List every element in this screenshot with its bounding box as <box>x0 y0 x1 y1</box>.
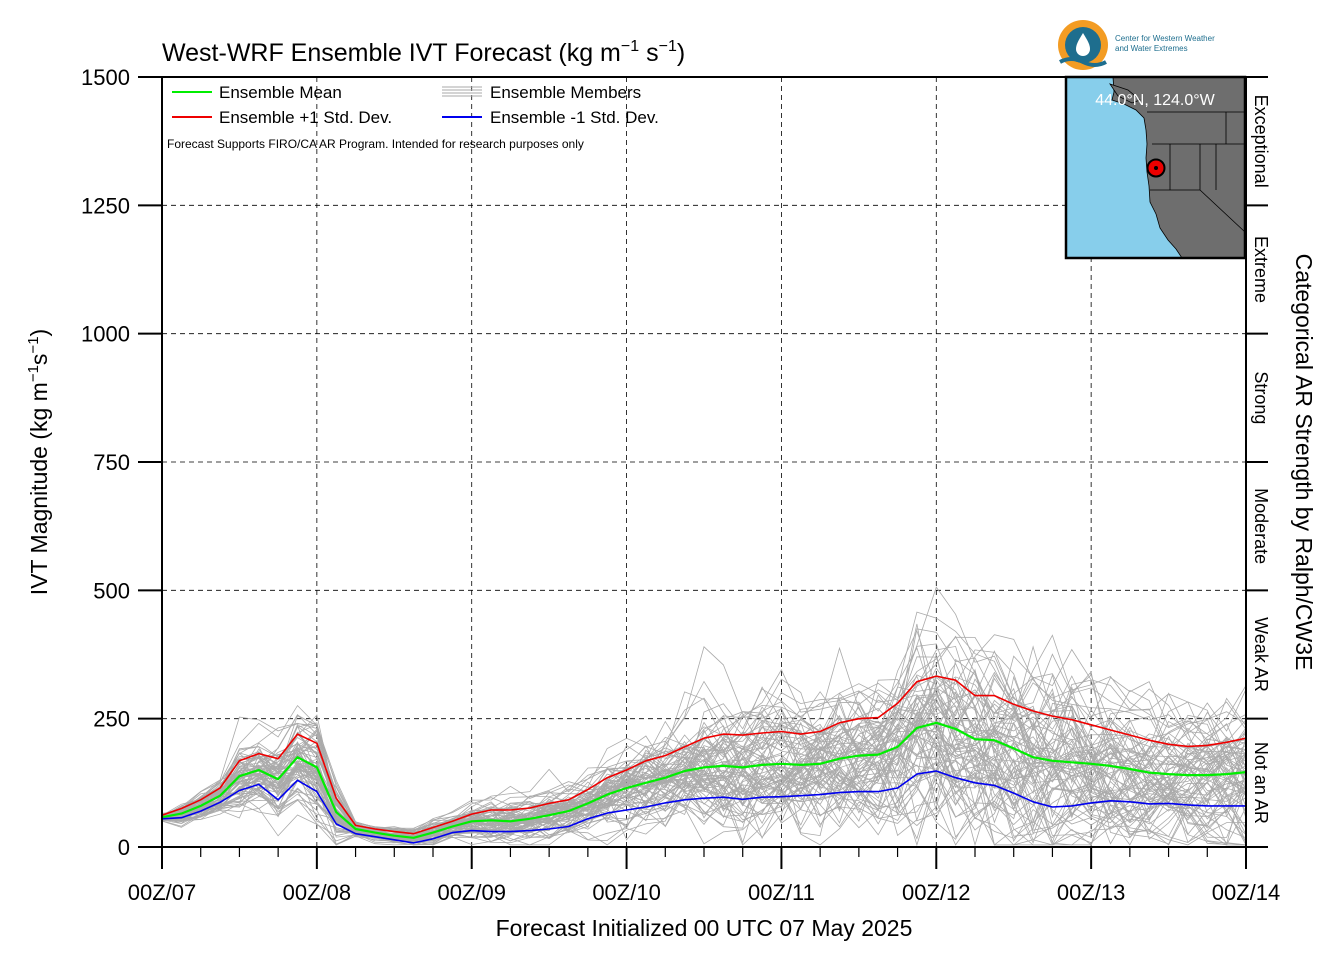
map-borders <box>1147 111 1245 233</box>
ensemble-member-line <box>162 636 1246 832</box>
ensemble-member-line <box>162 662 1246 838</box>
legend: Ensemble Mean Ensemble +1 Std. Dev. Ense… <box>167 83 659 151</box>
legend-minus-label: Ensemble -1 Std. Dev. <box>490 108 659 127</box>
ar-category-label: Strong <box>1251 371 1271 424</box>
x-axis-ticks: 00Z/07 00Z/08 00Z/09 00Z/10 00Z/11 00Z/12 00Z/… <box>128 847 1281 905</box>
x-tick-label: 00Z/08 <box>283 880 352 905</box>
legend-mean-label: Ensemble Mean <box>219 83 342 102</box>
ar-category-label: Not an AR <box>1251 742 1271 824</box>
ensemble-members <box>162 586 1246 847</box>
location-marker-center <box>1154 166 1158 170</box>
water-drop-icon <box>1076 33 1090 56</box>
ar-category-label: Exceptional <box>1251 95 1271 188</box>
ar-category-label: Weak AR <box>1251 617 1271 692</box>
plus-std-line <box>162 675 1246 835</box>
map-island <box>1109 83 1141 104</box>
minus-std-line <box>162 770 1246 844</box>
ensemble-member-line <box>162 643 1246 840</box>
ensemble-member-line <box>162 713 1246 843</box>
y-tick-label: 750 <box>93 450 130 475</box>
x-axis-label: Forecast Initialized 00 UTC 07 May 2025 <box>496 915 913 941</box>
ar-category-axis: Not an AR Weak AR Moderate Strong Extreme Exc… <box>1246 76 1271 848</box>
x-tick-label: 00Z/10 <box>592 880 661 905</box>
x-tick-label: 00Z/13 <box>1057 880 1126 905</box>
ensemble-member-line <box>162 674 1246 842</box>
ensemble-member-line <box>162 762 1246 847</box>
logo-text-line2: and Water Extremes <box>1115 44 1188 53</box>
y-tick-label: 1000 <box>81 322 130 347</box>
ensemble-member-line <box>162 694 1246 839</box>
ensemble-member-line <box>162 646 1246 844</box>
y-tick-label: 1250 <box>81 193 130 218</box>
x-tick-label: 00Z/14 <box>1212 880 1281 905</box>
map-land <box>1111 77 1245 258</box>
ensemble-member-line <box>162 628 1246 832</box>
ar-category-label: Extreme <box>1251 236 1271 303</box>
legend-members-swatch <box>442 86 482 97</box>
y-tick-label: 500 <box>93 578 130 603</box>
location-map-inset: 44.0°N, 124.0°W <box>1064 75 1247 260</box>
right-axis-label: Categorical AR Strength by Ralph/CW3E <box>1291 254 1317 671</box>
map-location-label: 44.0°N, 124.0°W <box>1095 92 1215 109</box>
x-tick-label: 00Z/12 <box>902 880 971 905</box>
research-note: Forecast Supports FIRO/CA AR Program. In… <box>167 137 584 151</box>
y-tick-label: 1500 <box>81 65 130 90</box>
ensemble-mean-line <box>162 721 1246 839</box>
legend-members-label: Ensemble Members <box>490 83 641 102</box>
y-tick-label: 250 <box>93 707 130 732</box>
y-axis-label: IVT Magnitude (kg m−1s−1) <box>25 329 52 595</box>
y-tick-label: 0 <box>118 835 130 860</box>
ar-category-label: Moderate <box>1251 488 1271 564</box>
ensemble-member-line <box>162 745 1246 846</box>
ensemble-member-line <box>162 724 1246 844</box>
chart-title: West-WRF Ensemble IVT Forecast (kg m−1 s… <box>162 38 685 67</box>
summary-series <box>162 675 1246 844</box>
cw3e-logo: Center for Western Weather and Water Ext… <box>1058 20 1215 70</box>
ensemble-member-line <box>162 645 1246 841</box>
map-frame <box>1064 75 1247 260</box>
logo-text-line1: Center for Western Weather <box>1115 34 1215 43</box>
legend-plus-label: Ensemble +1 Std. Dev. <box>219 108 392 127</box>
ensemble-member-line <box>162 694 1246 842</box>
ensemble-member-line <box>162 741 1246 844</box>
logo-wave-icon <box>1059 57 1107 67</box>
ensemble-member-line <box>162 705 1246 840</box>
x-tick-label: 00Z/07 <box>128 880 197 905</box>
x-tick-label: 00Z/11 <box>748 880 815 905</box>
x-tick-label: 00Z/09 <box>437 880 506 905</box>
y-axis-ticks: 0 250 500 750 1000 1250 1500 <box>81 65 162 860</box>
